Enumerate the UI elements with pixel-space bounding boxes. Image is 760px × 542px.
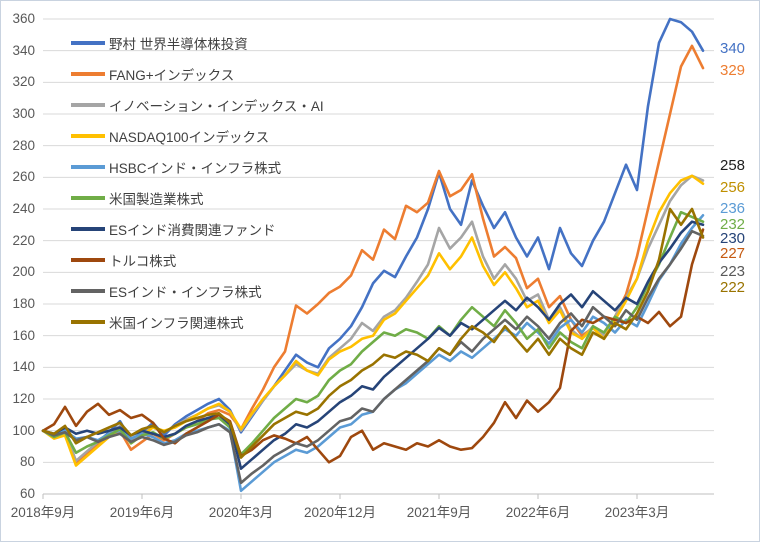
legend-label: ESインド・インフラ株式 bbox=[109, 284, 262, 300]
x-tick-label: 2021年9月 bbox=[406, 505, 472, 520]
x-tick-label: 2020年12月 bbox=[303, 505, 377, 520]
y-tick-label: 180 bbox=[12, 296, 35, 311]
x-tick-label: 2022年6月 bbox=[505, 505, 571, 520]
x-axis-ticks bbox=[42, 494, 638, 499]
legend-item: 米国製造業株式 bbox=[71, 182, 324, 213]
y-tick-label: 320 bbox=[12, 74, 35, 90]
legend-item: NASDAQ100インデックス bbox=[71, 120, 324, 151]
end-value-label: 258 bbox=[720, 157, 746, 174]
end-value-label: 230 bbox=[720, 230, 746, 247]
y-tick-label: 60 bbox=[19, 486, 35, 501]
legend-item: イノベーション・インデックス・AI bbox=[71, 89, 324, 120]
y-tick-label: 340 bbox=[12, 42, 35, 58]
legend-item: 米国インフラ関連株式 bbox=[71, 306, 324, 337]
end-value-label: 256 bbox=[720, 179, 746, 196]
legend-line-swatch bbox=[71, 40, 105, 45]
x-tick-label: 2020年3月 bbox=[208, 505, 274, 520]
y-tick-label: 100 bbox=[12, 422, 35, 438]
legend-line-swatch bbox=[71, 226, 105, 231]
legend-label: 米国インフラ関連株式 bbox=[109, 315, 244, 331]
series-line-6 bbox=[41, 220, 705, 471]
legend-item: ESインド・インフラ株式 bbox=[71, 275, 324, 306]
series-line-7 bbox=[41, 228, 705, 464]
y-tick-label: 220 bbox=[12, 232, 35, 248]
legend-label: 野村 世界半導体株投資 bbox=[109, 36, 248, 52]
legend-label: イノベーション・インデックス・AI bbox=[109, 98, 324, 114]
y-tick-label: 300 bbox=[12, 106, 35, 121]
series-line-8 bbox=[41, 229, 705, 485]
gridlines bbox=[43, 18, 714, 495]
x-tick-label: 2023年3月 bbox=[604, 505, 670, 520]
legend-line-swatch bbox=[71, 102, 105, 107]
series-line-5 bbox=[41, 210, 705, 456]
end-value-label: 236 bbox=[720, 200, 746, 217]
legend-label: FANG+インデックス bbox=[109, 67, 235, 83]
legend-item: 野村 世界半導体株投資 bbox=[71, 27, 324, 58]
y-tick-label: 80 bbox=[19, 454, 35, 470]
end-value-label: 222 bbox=[720, 279, 746, 296]
y-tick-label: 260 bbox=[12, 169, 35, 185]
y-tick-label: 360 bbox=[12, 11, 35, 26]
legend: 野村 世界半導体株投資 FANG+インデックスイノベーション・インデックス・AI N… bbox=[71, 27, 324, 337]
legend-line-swatch bbox=[71, 71, 105, 76]
legend-item: HSBCインド・インフラ株式 bbox=[71, 151, 324, 182]
series-line-9 bbox=[41, 207, 705, 459]
y-tick-label: 280 bbox=[12, 137, 35, 153]
legend-label: トルコ株式 bbox=[109, 253, 177, 269]
y-tick-label: 140 bbox=[12, 359, 35, 375]
end-value-label: 232 bbox=[720, 216, 746, 233]
x-tick-label: 2018年9月 bbox=[10, 505, 76, 520]
legend-line-swatch bbox=[71, 195, 105, 200]
legend-item: FANG+インデックス bbox=[71, 58, 324, 89]
legend-label: HSBCインド・インフラ株式 bbox=[109, 160, 282, 176]
end-value-label: 329 bbox=[720, 62, 746, 79]
legend-line-swatch bbox=[71, 319, 105, 324]
legend-label: NASDAQ100インデックス bbox=[109, 129, 270, 145]
legend-item: ESインド消費関連ファンド bbox=[71, 213, 324, 244]
legend-line-swatch bbox=[71, 288, 105, 293]
end-value-label: 227 bbox=[720, 245, 746, 262]
y-tick-label: 240 bbox=[12, 201, 35, 216]
y-tick-label: 160 bbox=[12, 327, 35, 343]
end-value-label: 223 bbox=[720, 263, 746, 280]
end-value-label: 340 bbox=[720, 40, 746, 57]
x-tick-label: 2019年6月 bbox=[109, 505, 175, 520]
legend-line-swatch bbox=[71, 133, 105, 138]
y-tick-label: 200 bbox=[12, 264, 35, 280]
legend-label: 米国製造業株式 bbox=[109, 191, 204, 207]
legend-item: トルコ株式 bbox=[71, 244, 324, 275]
legend-line-swatch bbox=[71, 257, 105, 262]
legend-line-swatch bbox=[71, 164, 105, 169]
y-tick-label: 120 bbox=[12, 391, 35, 406]
legend-label: ESインド消費関連ファンド bbox=[109, 222, 276, 238]
